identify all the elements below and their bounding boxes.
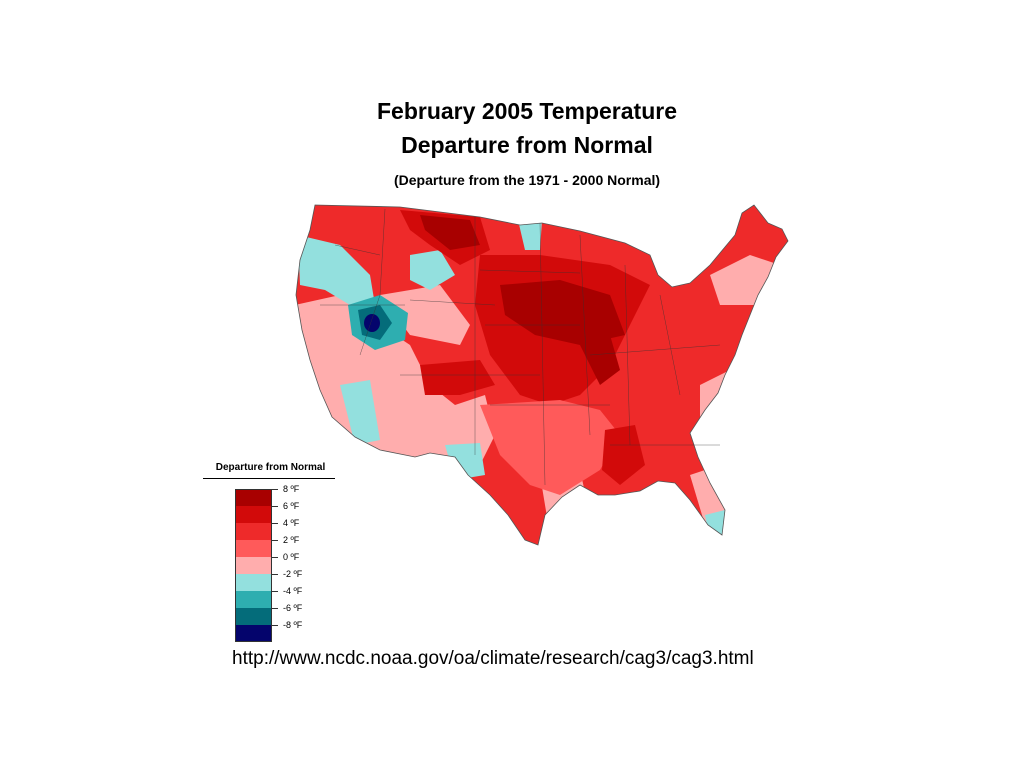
- legend-swatch: [235, 557, 272, 574]
- legend-swatch: [235, 506, 272, 523]
- map-title: February 2005 Temperature: [377, 98, 677, 124]
- legend-tick: [272, 625, 278, 626]
- legend-tick: [272, 506, 278, 507]
- legend-label: 4 ºF: [283, 518, 300, 528]
- legend-swatch: [235, 574, 272, 591]
- map-subtitle: (Departure from the 1971 - 2000 Normal): [393, 172, 661, 188]
- legend-swatch: [235, 625, 272, 642]
- legend-tick: [272, 591, 278, 592]
- legend-label: -8 ºF: [283, 620, 303, 630]
- legend-label: -2 ºF: [283, 569, 303, 579]
- legend-swatch: [235, 608, 272, 625]
- legend-label: -6 ºF: [283, 603, 303, 613]
- legend-tick: [272, 608, 278, 609]
- legend-label: 6 ºF: [283, 501, 300, 511]
- legend-tick: [272, 540, 278, 541]
- us-temperature-departure-map: [295, 204, 789, 546]
- legend-swatch: [235, 540, 272, 557]
- legend-swatch: [235, 523, 272, 540]
- legend-label: 8 ºF: [283, 484, 300, 494]
- legend-label: 2 ºF: [283, 535, 300, 545]
- legend-tick: [272, 574, 278, 575]
- source-url-link[interactable]: http://www.ncdc.noaa.gov/oa/climate/rese…: [232, 648, 754, 669]
- map-title-line2: Departure from Normal: [401, 132, 653, 158]
- legend-label: 0 ºF: [283, 552, 300, 562]
- map-legend: Departure from Normal 8 ºF 6 ºF 4 ºF 2 ºF 0 …: [203, 462, 338, 642]
- legend-tick: [272, 523, 278, 524]
- legend-swatch: [235, 591, 272, 608]
- legend-label: -4 ºF: [283, 586, 303, 596]
- legend-divider: [203, 478, 335, 479]
- legend-title: Departure from Normal: [215, 462, 326, 473]
- legend-tick: [272, 557, 278, 558]
- legend-swatch: [235, 489, 272, 506]
- legend-tick: [272, 489, 278, 490]
